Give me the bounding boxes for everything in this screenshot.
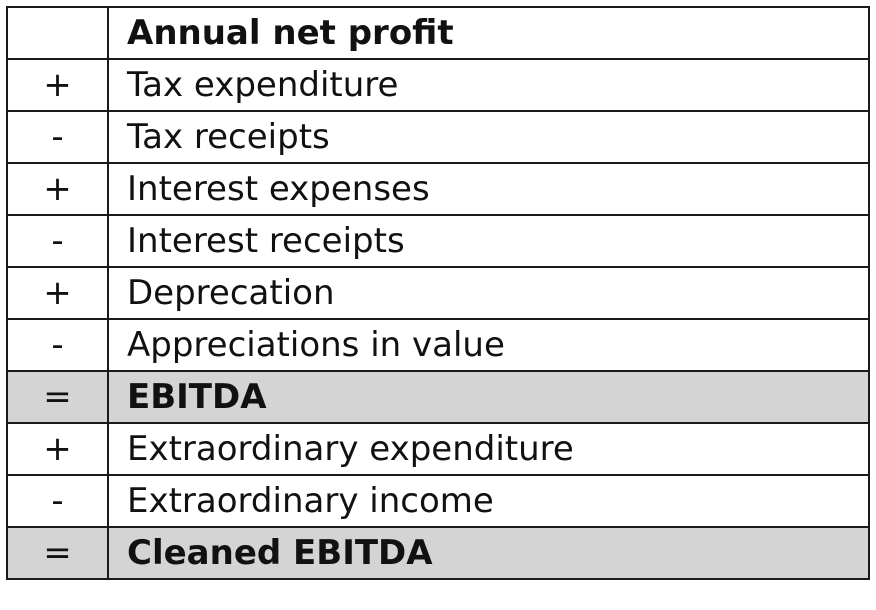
table-row: + Tax expenditure	[6, 58, 870, 112]
row-label: Appreciations in value	[107, 318, 870, 372]
total-row-cleaned-ebitda: = Cleaned EBITDA	[6, 526, 870, 580]
operator-cell: -	[6, 110, 109, 164]
table-row: - Extraordinary income	[6, 474, 870, 528]
row-label: Interest expenses	[107, 162, 870, 216]
operator-cell: +	[6, 162, 109, 216]
table-row: + Interest expenses	[6, 162, 870, 216]
row-label: Interest receipts	[107, 214, 870, 268]
table-row: + Extraordinary expenditure	[6, 422, 870, 476]
row-label: Extraordinary income	[107, 474, 870, 528]
subtotal-label: EBITDA	[107, 370, 870, 424]
total-label: Cleaned EBITDA	[107, 526, 870, 580]
table-row: - Appreciations in value	[6, 318, 870, 372]
table-row: - Interest receipts	[6, 214, 870, 268]
row-label: Deprecation	[107, 266, 870, 320]
row-label: Tax receipts	[107, 110, 870, 164]
table-row: - Tax receipts	[6, 110, 870, 164]
operator-cell: -	[6, 214, 109, 268]
row-label: Extraordinary expenditure	[107, 422, 870, 476]
operator-cell: -	[6, 318, 109, 372]
operator-cell: -	[6, 474, 109, 528]
row-label: Tax expenditure	[107, 58, 870, 112]
operator-cell: +	[6, 266, 109, 320]
operator-cell: =	[6, 526, 109, 580]
operator-cell	[6, 6, 109, 60]
operator-cell: +	[6, 422, 109, 476]
row-label: Annual net profit	[107, 6, 870, 60]
table-row: + Deprecation	[6, 266, 870, 320]
table-row: Annual net profit	[6, 6, 870, 60]
subtotal-row-ebitda: = EBITDA	[6, 370, 870, 424]
operator-cell: =	[6, 370, 109, 424]
ebitda-calculation-table: Annual net profit + Tax expenditure - Ta…	[6, 6, 870, 580]
operator-cell: +	[6, 58, 109, 112]
